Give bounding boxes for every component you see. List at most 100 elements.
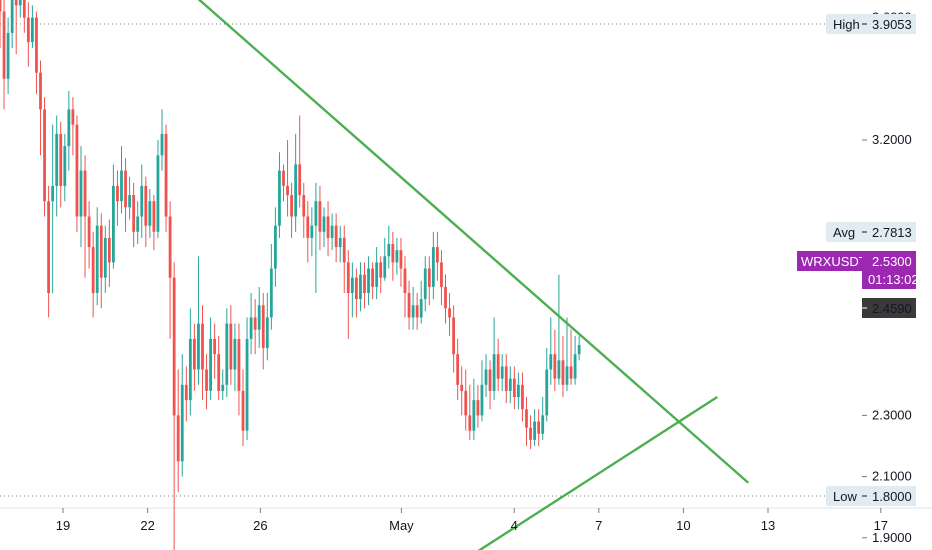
candle-body — [282, 170, 285, 186]
candle-body — [306, 216, 310, 238]
candle-body — [504, 366, 508, 391]
candle-body — [452, 317, 455, 355]
candle-body — [233, 338, 237, 370]
candle-body — [99, 225, 103, 278]
candle-body — [168, 216, 172, 278]
candle-body — [464, 390, 468, 416]
candle-body — [59, 133, 63, 186]
x-tick-label: 13 — [761, 518, 775, 533]
candle-body — [278, 170, 281, 226]
candle-body — [500, 366, 504, 379]
low-tag-label-bg — [826, 486, 862, 506]
candle-body — [91, 247, 95, 293]
trendline[interactable] — [447, 396, 718, 550]
candle-body — [290, 195, 293, 217]
candle-body — [144, 185, 148, 226]
candle-body — [480, 384, 484, 416]
x-tick-label: 26 — [253, 518, 267, 533]
candle-body — [496, 354, 500, 379]
candle-body — [298, 164, 302, 196]
candle-body — [47, 201, 50, 293]
candle-body — [379, 262, 383, 278]
candle-body — [419, 299, 423, 318]
candle-body — [492, 354, 496, 391]
x-tick-label: 4 — [511, 518, 518, 533]
candle-body — [269, 268, 273, 318]
candle-body — [152, 201, 156, 232]
candle-body — [188, 338, 192, 401]
candle-body — [529, 427, 532, 440]
candle-body — [184, 384, 188, 401]
candle-body — [160, 133, 164, 156]
candle-body — [342, 237, 346, 263]
candle-body — [67, 109, 71, 147]
level-tag-value-bg — [862, 298, 916, 318]
candle-body — [350, 277, 354, 293]
level-tag: 2.4590 — [862, 298, 916, 318]
candle-body — [79, 170, 83, 217]
candle-body — [565, 366, 569, 385]
candle-body — [2, 11, 6, 79]
avg-tag: Avg 2.7813 — [826, 222, 916, 242]
candle-body — [533, 421, 536, 440]
candle-body — [261, 305, 265, 349]
candles-group — [0, 0, 581, 550]
candle-body — [245, 338, 249, 431]
candle-body — [375, 262, 379, 287]
time-axis[interactable]: 19 22 26 May 4 7 10 13 17 — [56, 508, 888, 533]
candle-body — [241, 390, 245, 431]
candle-body — [431, 247, 435, 287]
candle-body — [537, 421, 541, 434]
candle-body — [83, 170, 87, 217]
candle-body — [156, 155, 160, 232]
candle-body — [330, 225, 334, 238]
candle-body — [318, 201, 322, 232]
candle-body — [55, 133, 59, 186]
candle-body — [180, 384, 184, 462]
x-tick-label: 10 — [676, 518, 690, 533]
candle-body — [10, 0, 14, 33]
candle-body — [355, 277, 358, 300]
candle-body — [440, 262, 443, 287]
candle-body — [346, 262, 350, 293]
candle-body — [367, 268, 370, 293]
last-price-tag: WRXUSDT 2.5300 01:13:02 — [797, 251, 919, 289]
trendline[interactable] — [63, 0, 750, 484]
symbol-tag-label: WRXUSDT — [801, 254, 867, 269]
high-tag-label: High — [833, 17, 860, 32]
low-tag-label: Low — [833, 489, 857, 504]
candle-body — [128, 195, 131, 208]
price-tags: High 3.9053 Avg 2.7813 Low 1.8000 2.4590 WRXUSD… — [797, 14, 919, 506]
candle-body — [39, 72, 42, 110]
candle-body — [549, 354, 553, 370]
candle-body — [26, 17, 30, 43]
candle-body — [310, 225, 314, 238]
candle-body — [334, 225, 338, 248]
candle-body — [395, 250, 399, 263]
candle-body — [63, 146, 67, 186]
candle-body — [6, 32, 10, 79]
candle-body — [197, 323, 200, 370]
avg-tag-label-bg — [826, 222, 862, 242]
candle-body — [557, 360, 561, 379]
candle-body — [294, 164, 298, 217]
candle-body — [326, 216, 330, 238]
candle-body — [132, 195, 136, 232]
trendlines-group — [63, 0, 750, 550]
candle-body — [0, 0, 2, 12]
candle-body — [221, 384, 225, 391]
avg-tag-label: Avg — [833, 225, 855, 240]
candle-body — [553, 354, 557, 379]
candle-body — [193, 338, 196, 370]
candle-body — [363, 274, 366, 293]
candle-body — [476, 400, 480, 416]
candle-body — [338, 237, 342, 248]
candle-body — [22, 0, 26, 18]
last-price-value: 2.5300 — [872, 254, 912, 269]
candle-body — [148, 201, 152, 226]
candle-body — [51, 185, 55, 202]
low-tag: Low 1.8000 — [826, 486, 916, 506]
candle-body — [71, 109, 75, 125]
